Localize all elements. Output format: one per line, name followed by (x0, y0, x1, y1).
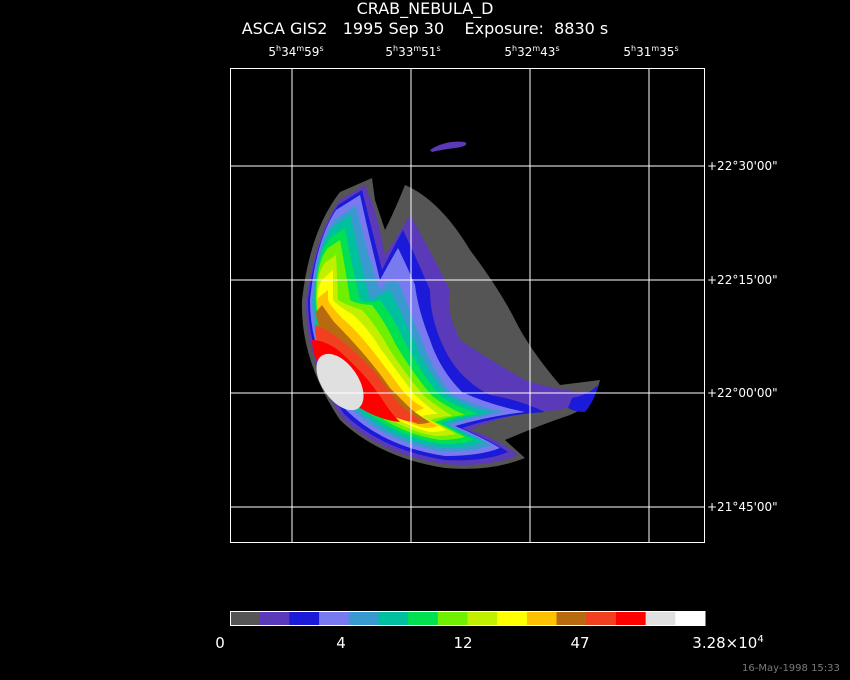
colorbar-swatch (319, 611, 350, 626)
colorbar-swatch (586, 611, 617, 626)
faint-source (430, 141, 467, 152)
colorbar-swatch (615, 611, 647, 626)
colorbar-swatch (348, 611, 379, 626)
dec-tick-label: +22°00'00" (707, 386, 778, 400)
bright-core (316, 353, 364, 411)
colorbar-label: 4 (336, 634, 346, 652)
colorbar-swatch (556, 611, 587, 626)
redorange-level (314, 325, 420, 422)
colorbar-swatch (645, 611, 676, 626)
colorbar-swatch (467, 611, 498, 626)
colorbar (230, 611, 706, 626)
colorbar-swatch (408, 611, 439, 626)
ra-tick-label: 5h31m35s (623, 44, 679, 59)
colorbar-max-label: 3.28×104 (692, 634, 764, 652)
intensity-map (301, 141, 600, 469)
plot-frame (230, 68, 705, 543)
observation-info: ASCA GIS2 1995 Sep 30 Exposure: 8830 s (241, 19, 609, 38)
coordinate-grid (230, 68, 705, 543)
dec-tick-label: +22°30'00" (707, 159, 778, 173)
yellowgreen-level (316, 255, 456, 436)
colorbar-label: 0 (215, 634, 225, 652)
orange-level (317, 290, 438, 428)
brown-level (316, 305, 430, 424)
colorbar-label: 12 (453, 634, 473, 652)
ra-tick-label: 5h32m43s (504, 44, 560, 59)
dec-tick-label: +21°45'00" (707, 500, 778, 514)
ra-tick-label: 5h34m59s (268, 44, 324, 59)
tail-end (568, 385, 598, 412)
colorbar-swatch (230, 611, 261, 626)
plot-title: CRAB_NEBULA_D (356, 0, 494, 18)
colorbar-swatch (378, 611, 409, 626)
colorbar-swatch (497, 611, 528, 626)
dec-tick-label: +22°15'00" (707, 273, 778, 287)
colorbar-label: 47 (570, 634, 590, 652)
colorbar-border (230, 611, 705, 626)
colorbar-swatch (259, 611, 290, 626)
ra-tick-label: 5h33m51s (385, 44, 441, 59)
timestamp: 16-May-1998 15:33 (742, 663, 840, 674)
colorbar-swatch (675, 611, 706, 626)
colorbar-swatch (526, 611, 558, 626)
colorbar-swatch (289, 611, 320, 626)
colorbar-swatch (437, 611, 468, 626)
yellow-level (317, 270, 446, 432)
